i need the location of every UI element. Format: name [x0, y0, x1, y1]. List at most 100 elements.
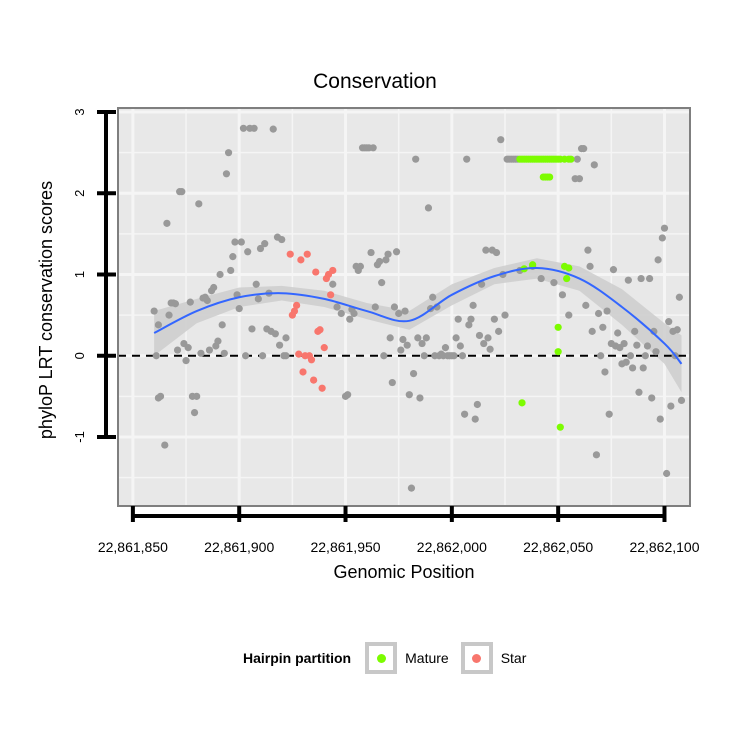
data-point-star	[299, 368, 307, 376]
y-tick-label: -1	[72, 431, 87, 443]
data-point-star	[327, 291, 335, 299]
data-point-other	[412, 155, 420, 163]
data-point-star	[303, 250, 311, 258]
data-point-other	[395, 309, 403, 318]
data-point-other	[633, 341, 641, 349]
data-point-other	[218, 321, 226, 329]
data-point-other	[454, 315, 462, 323]
data-point-star	[310, 376, 318, 384]
y-tick-label: 3	[72, 108, 87, 115]
data-point-other	[463, 155, 471, 163]
data-point-other	[254, 295, 262, 303]
data-point-other	[673, 326, 681, 334]
data-point-mature	[556, 423, 564, 431]
data-point-other	[154, 321, 163, 329]
data-point-other	[645, 274, 654, 283]
data-point-other	[473, 400, 481, 409]
data-point-other	[407, 484, 416, 492]
data-point-other	[220, 349, 228, 357]
data-point-other	[641, 352, 649, 360]
data-point-other	[231, 238, 239, 246]
x-tick-label: 22,862,100	[629, 539, 699, 555]
data-point-other	[346, 315, 354, 323]
data-point-other	[214, 337, 222, 345]
data-point-other	[282, 352, 290, 360]
data-point-other	[592, 451, 601, 459]
data-point-other	[337, 309, 345, 318]
data-point-other	[429, 293, 437, 301]
data-point-other	[237, 238, 245, 246]
data-point-other	[573, 155, 581, 163]
data-point-other	[643, 342, 652, 350]
data-point-other	[190, 408, 199, 417]
chart-title: Conservation	[313, 70, 437, 93]
data-point-other	[388, 378, 396, 387]
data-point-other	[350, 309, 358, 318]
data-point-other	[490, 315, 498, 323]
data-point-other	[156, 392, 165, 400]
data-point-other	[195, 200, 203, 208]
data-point-other	[597, 352, 605, 360]
data-point-other	[482, 246, 490, 254]
x-tick-label: 22,862,000	[417, 539, 487, 555]
legend-dot-mature-icon	[376, 653, 386, 663]
data-point-other	[635, 388, 643, 396]
data-point-other	[588, 327, 596, 335]
data-point-other	[193, 392, 201, 400]
legend-label-star: Star	[500, 650, 527, 666]
data-point-other	[626, 352, 635, 360]
legend-label-mature: Mature	[405, 650, 449, 666]
legend-dot-star-icon	[472, 653, 482, 663]
data-point-other	[677, 396, 686, 405]
data-point-other	[344, 391, 352, 399]
data-point-star	[295, 350, 303, 358]
confidence-band	[154, 258, 682, 393]
data-point-other	[467, 315, 475, 323]
data-point-star	[312, 268, 320, 276]
data-point-other	[550, 279, 558, 287]
data-point-other	[333, 303, 341, 311]
data-point-other	[584, 246, 592, 254]
x-tick-label: 22,861,900	[204, 539, 274, 555]
y-tick-label: 2	[72, 190, 87, 197]
data-point-other	[667, 402, 675, 410]
data-point-other	[675, 293, 683, 301]
data-point-other	[173, 346, 182, 354]
data-point-other	[475, 331, 484, 340]
data-point-other	[392, 248, 401, 256]
data-point-mature	[563, 274, 571, 283]
data-point-other	[458, 352, 467, 360]
y-axis-label: phyloP LRT conservation scores	[36, 180, 56, 440]
y-tick-label: 1	[72, 271, 87, 278]
data-point-other	[248, 325, 256, 333]
data-point-other	[418, 339, 426, 348]
data-point-other	[450, 352, 458, 360]
axis-layer: 22,861,850 22,861,900 22,861,950 22,862,000…	[72, 108, 700, 555]
data-point-other	[631, 327, 639, 335]
data-point-mature	[546, 173, 554, 181]
data-point-other	[152, 352, 160, 360]
data-point-other	[660, 224, 669, 232]
legend-title: Hairpin partition	[243, 650, 352, 666]
data-point-other	[205, 346, 214, 354]
data-point-mature	[529, 261, 537, 269]
data-point-other	[441, 344, 450, 352]
data-point-other	[628, 364, 637, 372]
data-point-other	[244, 248, 252, 256]
x-tick-label: 22,861,950	[310, 539, 380, 555]
data-point-other	[639, 364, 647, 372]
data-point-other	[371, 303, 379, 311]
data-point-other	[258, 352, 267, 360]
legend-key-mature	[365, 642, 398, 674]
data-point-other	[216, 270, 224, 279]
data-point-other	[178, 188, 186, 196]
data-point-other	[492, 248, 501, 257]
data-point-other	[484, 334, 492, 342]
data-point-other	[575, 175, 584, 183]
data-point-other	[390, 303, 399, 311]
data-point-star	[320, 344, 328, 352]
data-point-other	[384, 250, 392, 258]
data-point-star	[290, 307, 299, 315]
data-point-other	[229, 253, 237, 261]
